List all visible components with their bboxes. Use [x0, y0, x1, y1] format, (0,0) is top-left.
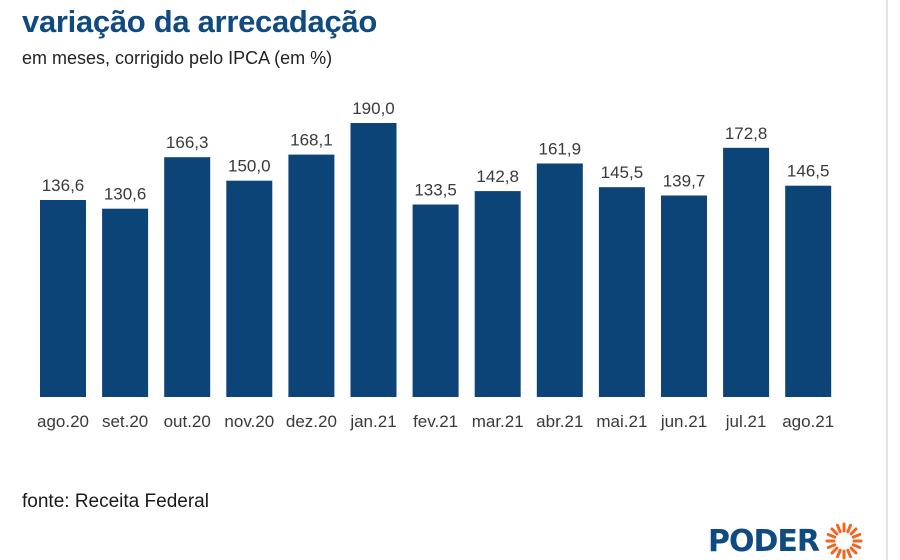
category-label-mar.21: mar.21 — [472, 412, 524, 431]
chart-subtitle: em meses, corrigido pelo IPCA (em %) — [22, 48, 333, 68]
value-label-dez.20: 168,1 — [290, 131, 333, 150]
category-label-dez.20: dez.20 — [286, 412, 337, 431]
category-label-ago.20: ago.20 — [37, 412, 89, 431]
value-label-jun.21: 139,7 — [663, 172, 706, 191]
value-label-mai.21: 145,5 — [601, 163, 644, 182]
value-label-mar.21: 142,8 — [476, 167, 519, 186]
value-label-ago.21: 146,5 — [787, 162, 830, 181]
bar-set.20 — [102, 208, 149, 397]
value-label-jul.21: 172,8 — [725, 124, 768, 143]
category-label-jan.21: jan.21 — [349, 412, 396, 431]
value-label-nov.20: 150,0 — [228, 157, 271, 176]
value-label-abr.21: 161,9 — [539, 140, 582, 159]
bar-jul.21 — [723, 147, 770, 397]
value-label-set.20: 130,6 — [104, 185, 147, 204]
poder-logo: PODER — [708, 522, 865, 560]
bar-ago.21 — [785, 185, 832, 397]
bar-ago.20 — [40, 200, 86, 397]
category-label-out.20: out.20 — [164, 412, 211, 431]
chart-title: variação da arrecadação — [22, 4, 378, 39]
bar-abr.21 — [536, 163, 583, 397]
sun-icon — [825, 522, 863, 560]
category-label-jun.21: jun.21 — [660, 412, 707, 431]
bar-jun.21 — [661, 195, 707, 397]
category-label-nov.20: nov.20 — [224, 412, 274, 431]
value-label-out.20: 166,3 — [166, 133, 209, 152]
category-label-ago.21: ago.21 — [782, 412, 834, 431]
bar-mai.21 — [598, 187, 645, 397]
logo-text: PODER — [708, 523, 820, 559]
value-labels-group: 136,6 130,6 166,3 150,0 168,1 190,0 133,5 142,8… — [42, 99, 830, 204]
bar-jan.21 — [350, 123, 397, 397]
bar-fev.21 — [412, 204, 459, 397]
category-labels-group: ago.20 set.20 out.20 nov.20 dez.20 jan.21 fev.… — [37, 412, 834, 431]
value-label-jan.21: 190,0 — [352, 99, 395, 118]
category-label-fev.21: fev.21 — [413, 412, 458, 431]
bar-out.20 — [164, 157, 211, 397]
bar-dez.20 — [288, 154, 335, 397]
category-label-abr.21: abr.21 — [536, 412, 583, 431]
category-label-set.20: set.20 — [102, 412, 148, 431]
value-label-ago.20: 136,6 — [42, 176, 85, 195]
bar-nov.20 — [226, 180, 273, 397]
source-note: fonte: Receita Federal — [22, 491, 209, 512]
category-label-jul.21: jul.21 — [725, 412, 767, 431]
category-label-mai.21: mai.21 — [596, 412, 647, 431]
bar-mar.21 — [474, 191, 521, 397]
value-label-fev.21: 133,5 — [414, 181, 457, 200]
bars-group — [40, 123, 832, 397]
